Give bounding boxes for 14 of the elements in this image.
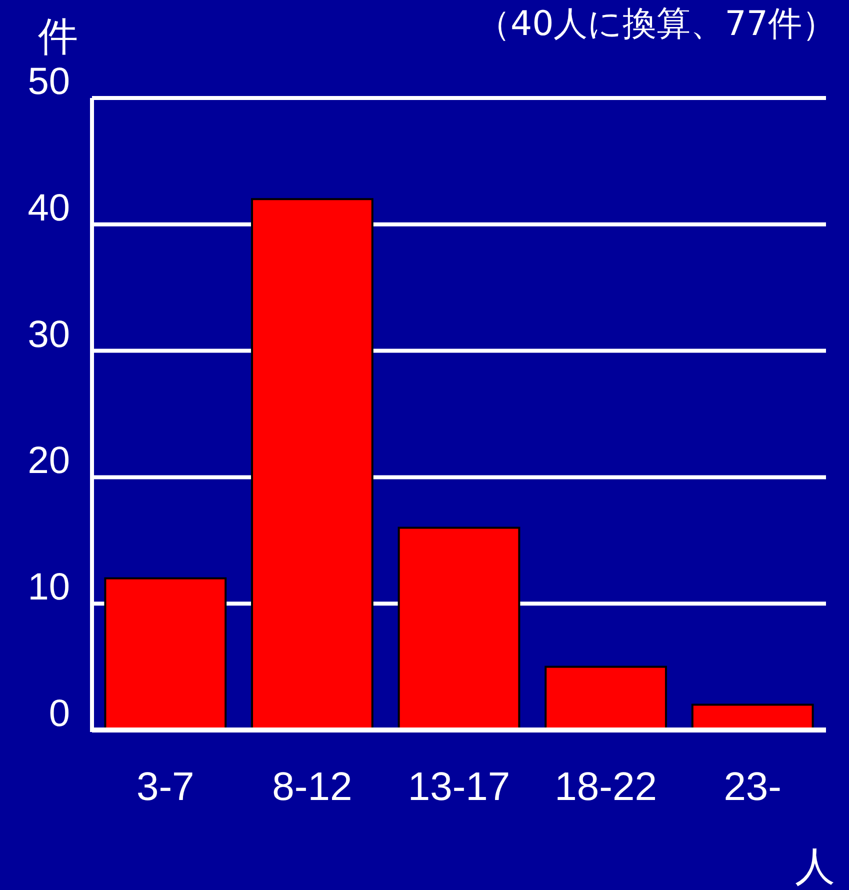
- chart-title: （40人に換算、77件）: [476, 4, 836, 44]
- x-tick-label: 23-: [724, 765, 782, 809]
- y-tick-label: 50: [28, 61, 70, 104]
- x-axis-title: 人: [795, 844, 835, 890]
- x-tick-label: 3-7: [136, 765, 194, 809]
- x-tick-label: 18-22: [554, 765, 657, 809]
- y-axis-title: 件: [38, 14, 78, 60]
- y-tick-label: 30: [28, 314, 70, 356]
- y-tick-label: 20: [28, 440, 70, 482]
- y-tick-label: 0: [48, 693, 70, 736]
- x-tick-label: 13-17: [408, 765, 510, 809]
- y-tick-label: 40: [28, 187, 70, 230]
- y-tick-label: 10: [28, 566, 70, 609]
- x-tick-label: 8-12: [272, 765, 352, 809]
